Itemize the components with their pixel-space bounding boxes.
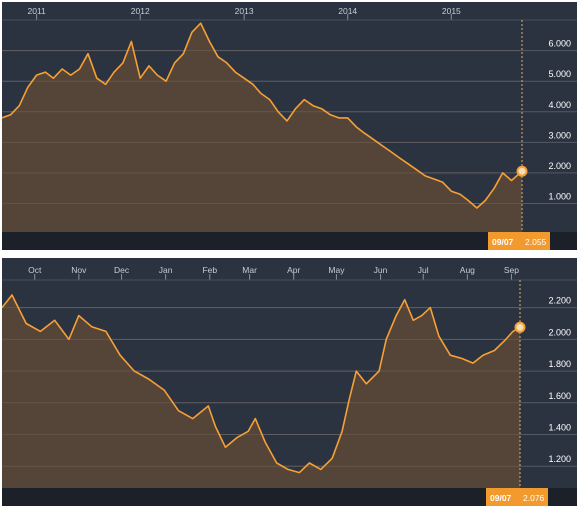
x-tick-label: May: [328, 265, 345, 275]
x-tick-label: 2014: [338, 6, 357, 16]
series-line: [2, 22, 523, 209]
y-tick-label: 1.200: [548, 454, 571, 464]
series-line: [2, 294, 521, 474]
y-tick-label: 2.000: [548, 327, 571, 337]
y-tick-label: 1.800: [548, 359, 571, 369]
badge-value: 2.055: [525, 237, 547, 247]
badge-date: 09/07: [490, 493, 512, 503]
y-tick-label: 1.000: [548, 191, 571, 201]
x-tick-label: Nov: [71, 265, 87, 275]
badge-value: 2.076: [523, 493, 545, 503]
value-badge: [488, 232, 550, 250]
x-tick-label: Oct: [28, 265, 42, 275]
y-tick-label: 4.000: [548, 100, 571, 110]
x-tick-label: Apr: [287, 265, 300, 275]
x-tick-label: Feb: [202, 265, 217, 275]
value-badge: [486, 488, 548, 506]
badge-date: 09/07: [492, 237, 514, 247]
chart-footer: [2, 232, 577, 250]
chart-footer: [2, 488, 577, 506]
last-point-marker: [514, 321, 526, 333]
x-tick-label: Aug: [460, 265, 475, 275]
x-tick-label: Sep: [504, 265, 519, 275]
x-tick-label: 2011: [27, 6, 46, 16]
x-tick-label: Dec: [114, 265, 130, 275]
y-tick-label: 6.000: [548, 39, 571, 49]
y-tick-label: 3.000: [548, 130, 571, 140]
x-tick-label: Jul: [418, 265, 429, 275]
x-tick-label: 2013: [235, 6, 254, 16]
y-tick-label: 2.200: [548, 296, 571, 306]
chart-1-year: 1.200 1.400 1.600 1.800 2.000 2.200 Oct Nov Dec J…: [2, 265, 577, 506]
y-tick-label: 1.600: [548, 391, 571, 401]
series-area: [2, 295, 520, 488]
y-tick-label: 2.000: [548, 161, 571, 171]
series-area: [2, 23, 522, 233]
last-point-marker: [516, 165, 528, 177]
chart-panel-top: 1.000 2.000 3.000 4.000 5.000 6.000 2011 2012 20…: [2, 2, 577, 250]
y-tick-label: 1.400: [548, 423, 571, 433]
x-tick-label: Mar: [242, 265, 257, 275]
x-tick-label: 2015: [442, 6, 461, 16]
x-tick-label: 2012: [131, 6, 150, 16]
x-tick-label: Jan: [159, 265, 173, 275]
chart-5-year: 1.000 2.000 3.000 4.000 5.000 6.000 2011 2012 20…: [2, 6, 577, 250]
x-tick-label: Jun: [374, 265, 388, 275]
chart-panel-bottom: 1.200 1.400 1.600 1.800 2.000 2.200 Oct Nov Dec J…: [2, 258, 577, 506]
y-tick-label: 5.000: [548, 69, 571, 79]
